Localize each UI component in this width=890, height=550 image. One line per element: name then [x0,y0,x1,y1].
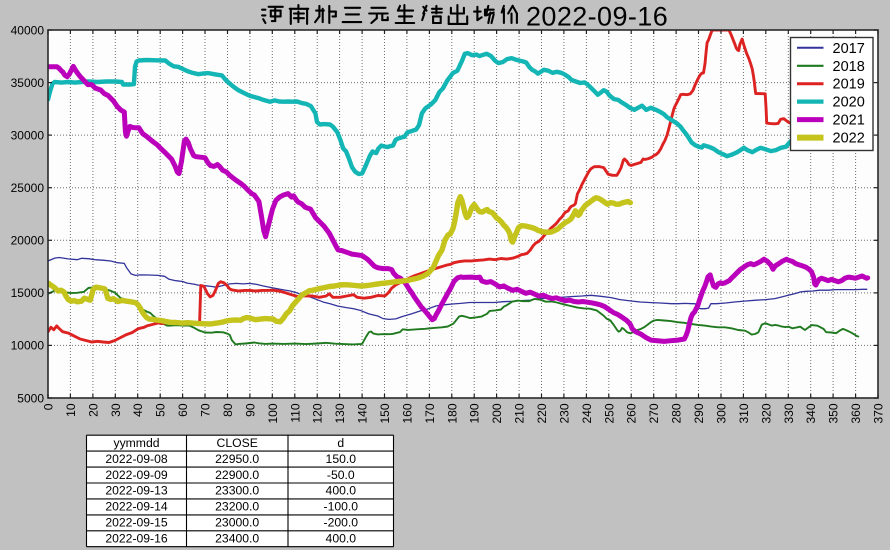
svg-text:60: 60 [176,403,190,417]
svg-text:220: 220 [535,403,549,423]
svg-text:300: 300 [715,403,729,423]
svg-text:240: 240 [580,403,594,423]
svg-text:150: 150 [378,403,392,423]
svg-text:80: 80 [221,403,235,417]
svg-text:2022-09-16: 2022-09-16 [105,532,168,546]
svg-text:30000: 30000 [11,128,45,142]
svg-text:290: 290 [692,403,706,423]
svg-text:30: 30 [109,403,123,417]
svg-text:230: 230 [557,403,571,423]
svg-text:190: 190 [468,403,482,423]
svg-text:40000: 40000 [11,23,45,37]
svg-text:2020: 2020 [833,95,865,111]
svg-text:22950.0: 22950.0 [215,452,259,466]
svg-text:10000: 10000 [11,339,45,353]
svg-text:130: 130 [333,403,347,423]
svg-text:2022: 2022 [833,131,865,147]
svg-text:23300.0: 23300.0 [215,484,259,498]
svg-text:23400.0: 23400.0 [215,532,259,546]
svg-text:90: 90 [243,403,257,417]
svg-text:50: 50 [154,403,168,417]
svg-text:20: 20 [86,403,100,417]
svg-text:25000: 25000 [11,181,45,195]
svg-text:10: 10 [64,403,78,417]
svg-text:2022-09-14: 2022-09-14 [105,500,168,514]
svg-text:yymmdd: yymmdd [113,436,159,450]
svg-text:370: 370 [872,403,886,423]
svg-text:-100.0: -100.0 [324,500,359,514]
svg-text:280: 280 [670,403,684,423]
svg-text:350: 350 [827,403,841,423]
svg-text:100: 100 [266,403,280,423]
svg-text:320: 320 [759,403,773,423]
svg-text:22900.0: 22900.0 [215,468,259,482]
svg-text:0: 0 [42,403,56,410]
svg-text:2022-09-13: 2022-09-13 [105,484,168,498]
svg-text:170: 170 [423,403,437,423]
svg-text:2022-09-09: 2022-09-09 [105,468,168,482]
svg-text:2022-09-16: 2022-09-16 [526,2,668,32]
svg-text:180: 180 [445,403,459,423]
svg-text:2019: 2019 [833,77,865,93]
svg-text:23200.0: 23200.0 [215,500,259,514]
svg-text:35000: 35000 [11,76,45,90]
svg-text:5000: 5000 [17,391,44,405]
svg-text:-50.0: -50.0 [327,468,355,482]
svg-text:310: 310 [737,403,751,423]
svg-text:d: d [337,436,344,450]
svg-text:400.0: 400.0 [326,532,357,546]
svg-text:2021: 2021 [833,113,865,129]
svg-text:2017: 2017 [833,41,865,57]
svg-text:400.0: 400.0 [326,484,357,498]
svg-text:120: 120 [311,403,325,423]
svg-text:270: 270 [647,403,661,423]
svg-text:2018: 2018 [833,59,865,75]
svg-text:20000: 20000 [11,234,45,248]
svg-text:23000.0: 23000.0 [215,516,259,530]
svg-text:2022-09-08: 2022-09-08 [105,452,168,466]
svg-text:140: 140 [356,403,370,423]
svg-text:2022-09-15: 2022-09-15 [105,516,168,530]
svg-text:70: 70 [199,403,213,417]
svg-text:210: 210 [513,403,527,423]
svg-text:200: 200 [490,403,504,423]
svg-text:CLOSE: CLOSE [217,436,258,450]
svg-text:330: 330 [782,403,796,423]
svg-text:150.0: 150.0 [326,452,357,466]
svg-text:160: 160 [400,403,414,423]
svg-text:360: 360 [849,403,863,423]
svg-text:250: 250 [602,403,616,423]
svg-text:260: 260 [625,403,639,423]
svg-text:110: 110 [288,403,302,422]
svg-text:40: 40 [131,403,145,417]
svg-text:15000: 15000 [11,286,45,300]
svg-text:-200.0: -200.0 [324,516,359,530]
svg-text:340: 340 [804,403,818,423]
